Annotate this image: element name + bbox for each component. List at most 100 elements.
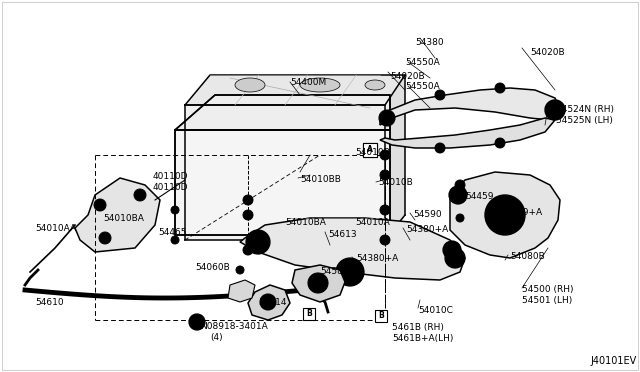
FancyBboxPatch shape [303, 308, 315, 320]
Circle shape [493, 203, 517, 227]
Text: N: N [194, 317, 200, 327]
Circle shape [379, 110, 395, 126]
Text: J40101EV: J40101EV [590, 356, 636, 366]
Text: 5461B+A(LH): 5461B+A(LH) [392, 334, 453, 343]
Polygon shape [240, 218, 465, 280]
Polygon shape [248, 285, 290, 320]
Circle shape [455, 180, 465, 190]
Circle shape [243, 210, 253, 220]
Circle shape [246, 198, 250, 202]
Circle shape [498, 141, 502, 145]
Circle shape [445, 248, 465, 268]
Circle shape [336, 258, 364, 286]
Circle shape [545, 100, 565, 120]
Circle shape [435, 143, 445, 153]
Circle shape [134, 189, 146, 201]
Circle shape [458, 216, 462, 220]
Text: B: B [378, 311, 384, 321]
Polygon shape [380, 118, 555, 148]
Polygon shape [228, 280, 255, 302]
Circle shape [380, 235, 390, 245]
Circle shape [495, 83, 505, 93]
Text: 54010A: 54010A [355, 218, 390, 227]
Circle shape [243, 195, 253, 205]
Text: 54380+A: 54380+A [406, 225, 448, 234]
Circle shape [238, 268, 242, 272]
Polygon shape [450, 172, 560, 258]
Text: A: A [367, 145, 373, 154]
Circle shape [449, 186, 467, 204]
Circle shape [189, 314, 205, 330]
Text: 54020B: 54020B [390, 72, 424, 81]
Text: 54501 (LH): 54501 (LH) [522, 296, 572, 305]
Text: B: B [306, 310, 312, 318]
Circle shape [383, 114, 391, 122]
Circle shape [308, 273, 328, 293]
Text: 54610: 54610 [35, 298, 63, 307]
Circle shape [252, 236, 264, 248]
Circle shape [438, 93, 442, 97]
Text: 54459+A: 54459+A [500, 208, 542, 217]
Circle shape [171, 236, 179, 244]
Circle shape [236, 266, 244, 274]
Text: 54550A: 54550A [405, 82, 440, 91]
Circle shape [438, 146, 442, 150]
Text: 5461B (RH): 5461B (RH) [392, 323, 444, 332]
Text: 54550A: 54550A [405, 58, 440, 67]
Text: 54020B: 54020B [530, 48, 564, 57]
Circle shape [102, 235, 108, 241]
Polygon shape [380, 88, 560, 125]
Circle shape [246, 230, 270, 254]
Circle shape [485, 195, 525, 235]
Text: N08918-3401A: N08918-3401A [200, 322, 268, 331]
Text: 54613: 54613 [328, 230, 356, 239]
Circle shape [458, 183, 462, 187]
Circle shape [313, 278, 323, 288]
Text: 54010C: 54010C [418, 306, 453, 315]
Text: 54010BB: 54010BB [300, 175, 341, 184]
Text: 54060B: 54060B [195, 263, 230, 272]
Ellipse shape [300, 78, 340, 92]
Circle shape [97, 202, 103, 208]
Text: 54465: 54465 [158, 228, 186, 237]
Circle shape [383, 153, 387, 157]
Circle shape [137, 192, 143, 198]
Circle shape [171, 206, 179, 214]
Circle shape [451, 254, 459, 262]
Circle shape [383, 173, 387, 177]
Text: 54525N (LH): 54525N (LH) [556, 116, 613, 125]
Circle shape [454, 191, 462, 199]
Text: 54459: 54459 [465, 192, 493, 201]
Text: 54400M: 54400M [290, 78, 326, 87]
Polygon shape [185, 105, 385, 240]
Circle shape [243, 245, 253, 255]
Circle shape [456, 214, 464, 222]
Text: 54010BA: 54010BA [285, 218, 326, 227]
Text: 54380+A: 54380+A [356, 254, 398, 263]
Circle shape [383, 208, 387, 212]
FancyBboxPatch shape [363, 143, 377, 157]
Circle shape [500, 210, 510, 220]
Circle shape [246, 213, 250, 217]
FancyBboxPatch shape [375, 310, 387, 322]
Circle shape [380, 170, 390, 180]
Circle shape [443, 241, 461, 259]
Circle shape [380, 205, 390, 215]
Circle shape [380, 150, 390, 160]
Text: 54380: 54380 [415, 38, 444, 47]
Circle shape [498, 86, 502, 90]
FancyBboxPatch shape [363, 143, 377, 157]
Polygon shape [175, 95, 390, 130]
Circle shape [264, 298, 272, 306]
Circle shape [448, 246, 456, 254]
Text: 54010BA: 54010BA [103, 214, 144, 223]
Circle shape [94, 199, 106, 211]
Text: 40110D: 40110D [153, 172, 189, 181]
Text: 54524N (RH): 54524N (RH) [556, 105, 614, 114]
Circle shape [246, 248, 250, 252]
Text: 40110D: 40110D [153, 183, 189, 192]
Ellipse shape [235, 78, 265, 92]
Polygon shape [185, 75, 405, 105]
Ellipse shape [365, 80, 385, 90]
Polygon shape [385, 75, 405, 240]
